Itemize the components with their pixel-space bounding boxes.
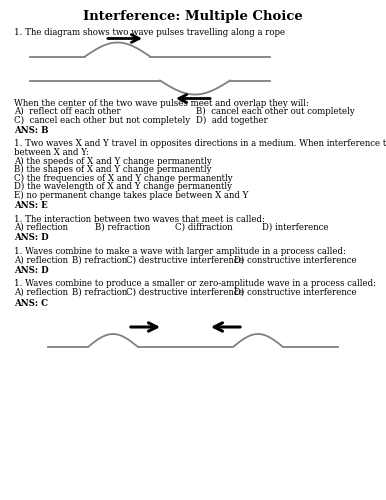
Text: B) the shapes of X and Y change permanently: B) the shapes of X and Y change permanen… bbox=[14, 165, 212, 174]
Text: A) reflection: A) reflection bbox=[14, 256, 68, 264]
Text: D)  add together: D) add together bbox=[196, 116, 268, 124]
Text: E) no permanent change takes place between X and Y: E) no permanent change takes place betwe… bbox=[14, 190, 248, 200]
Text: B) refraction: B) refraction bbox=[95, 223, 150, 232]
Text: 1. The diagram shows two wave pulses travelling along a rope: 1. The diagram shows two wave pulses tra… bbox=[14, 28, 285, 37]
Text: C) destructive interference: C) destructive interference bbox=[126, 256, 244, 264]
Text: A)  reflect off each other: A) reflect off each other bbox=[14, 107, 120, 116]
Text: 1. Two waves X and Y travel in opposites directions in a medium. When interferen: 1. Two waves X and Y travel in opposites… bbox=[14, 140, 386, 148]
Text: C)  cancel each other but not completely: C) cancel each other but not completely bbox=[14, 116, 190, 124]
Text: B) refraction: B) refraction bbox=[72, 256, 127, 264]
Text: D) interference: D) interference bbox=[262, 223, 328, 232]
Text: ANS: B: ANS: B bbox=[14, 126, 49, 135]
Text: Interference: Multiple Choice: Interference: Multiple Choice bbox=[83, 10, 303, 23]
Text: ANS: D: ANS: D bbox=[14, 266, 49, 275]
Text: D) constructive interference: D) constructive interference bbox=[234, 256, 357, 264]
Text: A) reflection: A) reflection bbox=[14, 288, 68, 297]
Text: A) the speeds of X and Y change permanently: A) the speeds of X and Y change permanen… bbox=[14, 156, 212, 166]
Text: 1. The interaction between two waves that meet is called:: 1. The interaction between two waves tha… bbox=[14, 214, 265, 224]
Text: 1. Waves combine to make a wave with larger amplitude in a process called:: 1. Waves combine to make a wave with lar… bbox=[14, 247, 346, 256]
Text: ANS: D: ANS: D bbox=[14, 234, 49, 242]
Text: B) refraction: B) refraction bbox=[72, 288, 127, 297]
Text: D) the wavelength of X and Y change permanently: D) the wavelength of X and Y change perm… bbox=[14, 182, 232, 191]
Text: When the center of the two wave pulses meet and overlap they will:: When the center of the two wave pulses m… bbox=[14, 98, 309, 108]
Text: ANS: E: ANS: E bbox=[14, 201, 48, 210]
Text: 1. Waves combine to produce a smaller or zero-amplitude wave in a process called: 1. Waves combine to produce a smaller or… bbox=[14, 280, 376, 288]
Text: D) constructive interference: D) constructive interference bbox=[234, 288, 357, 297]
Text: B)  cancel each other out completely: B) cancel each other out completely bbox=[196, 107, 355, 116]
Text: C) diffraction: C) diffraction bbox=[175, 223, 233, 232]
Text: ANS: C: ANS: C bbox=[14, 298, 48, 308]
Text: C) the frequencies of X and Y change permanently: C) the frequencies of X and Y change per… bbox=[14, 174, 233, 182]
Text: A) reflection: A) reflection bbox=[14, 223, 68, 232]
Text: between X and Y:: between X and Y: bbox=[14, 148, 89, 157]
Text: C) destructive interference: C) destructive interference bbox=[126, 288, 244, 297]
